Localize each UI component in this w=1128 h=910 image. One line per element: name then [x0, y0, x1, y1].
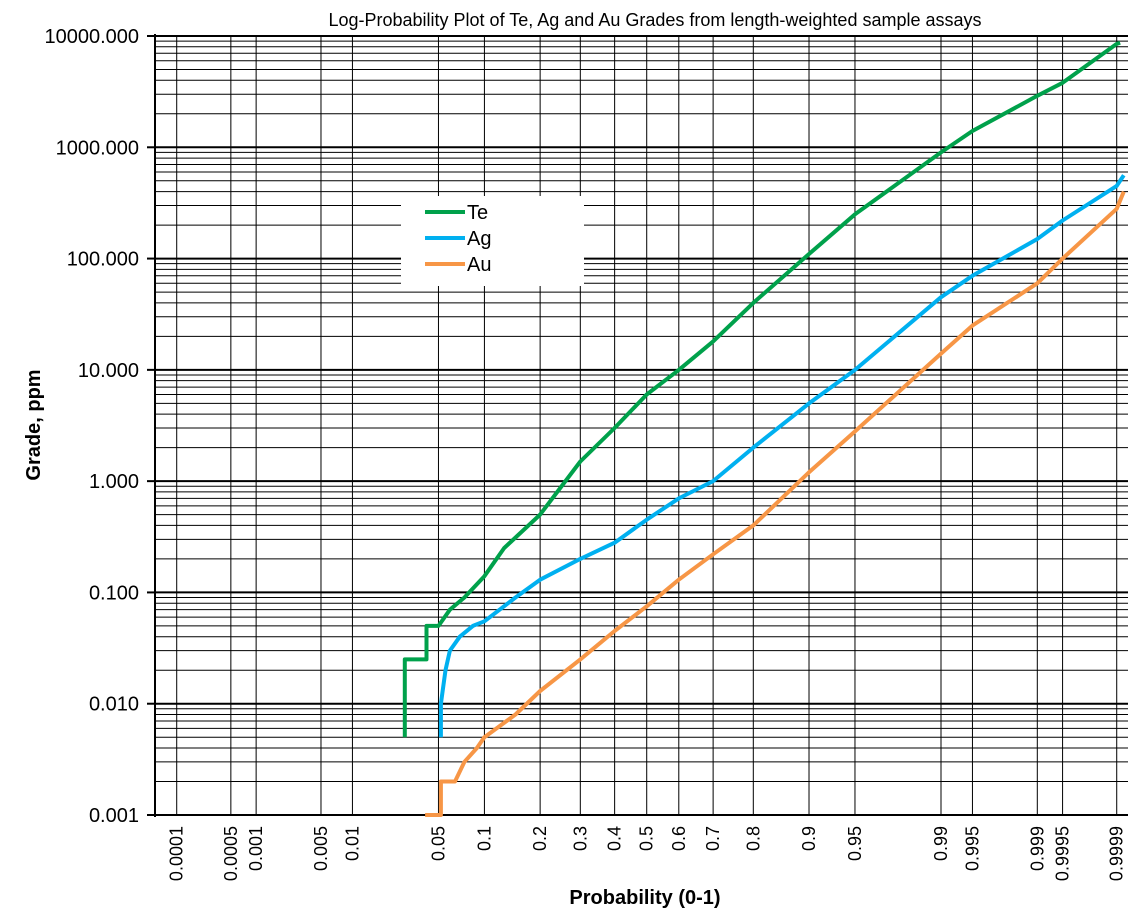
- x-tick-label: 0.7: [703, 826, 723, 851]
- x-tick-label: 0.9: [799, 826, 819, 851]
- x-tick-label: 0.1: [474, 826, 494, 851]
- y-tick-label: 0.100: [89, 582, 139, 604]
- x-tick-label: 0.99: [931, 826, 951, 861]
- chart-title: Log-Probability Plot of Te, Ag and Au Gr…: [328, 10, 981, 30]
- y-tick-label: 1000.000: [56, 137, 139, 159]
- x-tick-label: 0.4: [605, 826, 625, 851]
- x-axis-ticks: 0.0001 0.0005 0.001 0.005 0.01 0.05 0.1 0.2 0.3 0…: [167, 826, 1127, 881]
- x-tick-label: 0.01: [342, 826, 362, 861]
- y-tick-label: 100.000: [67, 249, 139, 271]
- x-tick-label: 0.995: [962, 826, 982, 871]
- series-line-au: [425, 190, 1126, 817]
- legend: Te Ag Au: [401, 196, 584, 286]
- x-tick-label: 0.005: [311, 826, 331, 871]
- x-tick-label: 0.8: [743, 826, 763, 851]
- y-tick-label: 10.000: [78, 360, 139, 382]
- legend-label-te: Te: [467, 202, 488, 224]
- x-axis-label: Probability (0-1): [569, 887, 720, 909]
- y-tick-label: 1.000: [89, 471, 139, 493]
- x-tick-label: 0.9999: [1107, 826, 1127, 881]
- y-axis-label: Grade, ppm: [23, 369, 45, 480]
- legend-label-ag: Ag: [467, 228, 491, 250]
- y-tick-label: 0.001: [89, 805, 139, 827]
- x-tick-label: 0.999: [1027, 826, 1047, 871]
- x-tick-label: 0.5: [637, 826, 657, 851]
- series-line-te: [402, 40, 1121, 738]
- x-tick-label: 0.6: [669, 826, 689, 851]
- y-axis-ticks: 0.001 0.010 0.100 1.000 10.000 100.000 1000.00…: [44, 26, 139, 827]
- x-tick-label: 0.9995: [1053, 826, 1073, 881]
- x-tick-label: 0.0005: [221, 826, 241, 881]
- legend-box: [401, 196, 584, 286]
- x-tick-label: 0.2: [530, 826, 550, 851]
- axes: [147, 34, 1128, 817]
- y-tick-label: 10000.000: [44, 26, 139, 48]
- x-tick-label: 0.3: [570, 826, 590, 851]
- series-line-ag: [438, 174, 1126, 738]
- series-layer: [402, 40, 1126, 817]
- y-tick-label: 0.010: [89, 694, 139, 716]
- x-tick-label: 0.0001: [167, 826, 187, 881]
- x-tick-label: 0.95: [845, 826, 865, 861]
- grid: [155, 35, 1128, 816]
- x-tick-label: 0.001: [246, 826, 266, 871]
- x-tick-label: 0.05: [428, 826, 448, 861]
- legend-label-au: Au: [467, 254, 491, 276]
